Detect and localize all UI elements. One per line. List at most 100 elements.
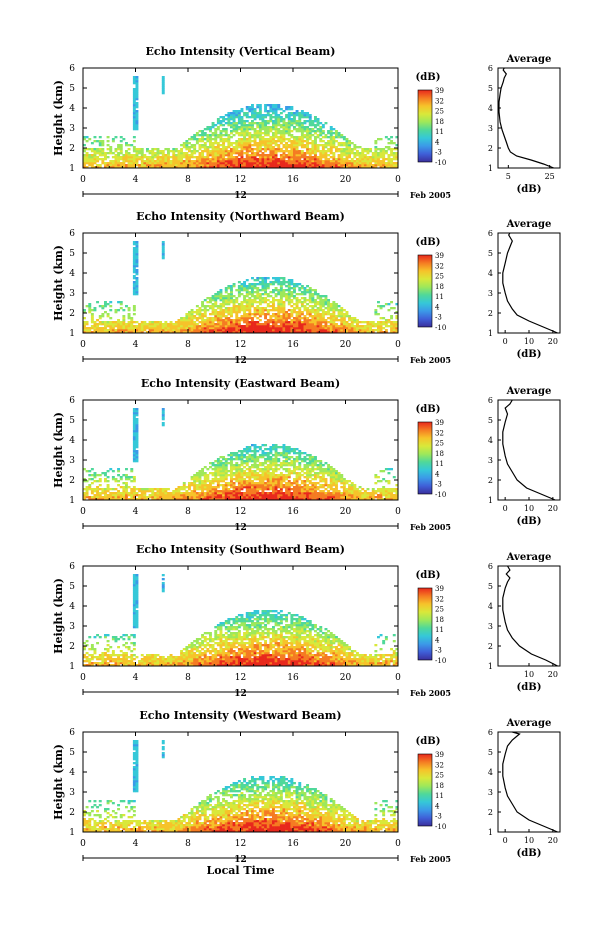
heatmap-cell: [240, 164, 244, 167]
y-tick-label: 4: [69, 269, 75, 279]
heatmap-cell: [274, 148, 278, 151]
heatmap-cell: [211, 162, 215, 165]
heatmap-cell: [266, 492, 270, 495]
heatmap-cell: [290, 148, 294, 151]
heatmap-cell: [306, 325, 310, 328]
heatmap-cell: [198, 325, 202, 328]
heatmap-cell: [193, 476, 197, 479]
heatmap-cell: [161, 92, 165, 95]
heatmap-cell: [382, 162, 386, 165]
heatmap-cell: [269, 283, 273, 286]
heatmap-cell: [290, 112, 294, 115]
heatmap-cell: [248, 490, 252, 493]
heatmap-cell: [316, 166, 320, 169]
heatmap-cell: [232, 466, 236, 469]
heatmap-cell: [300, 482, 304, 485]
heatmap-cell: [83, 158, 86, 161]
heatmap-cell: [311, 317, 315, 320]
heatmap-cell: [311, 301, 315, 304]
heatmap-cell: [327, 142, 331, 145]
heatmap-cell: [206, 317, 210, 320]
heatmap-cell: [211, 482, 215, 485]
heatmap-cell: [266, 488, 270, 491]
heatmap-cell: [311, 460, 315, 463]
heatmap-cell: [135, 325, 139, 328]
heatmap-cell: [235, 329, 239, 332]
heatmap-cell: [258, 154, 262, 157]
heatmap-cell: [214, 138, 218, 141]
heatmap-cell: [277, 136, 281, 139]
heatmap-cell: [156, 490, 160, 493]
heatmap-cell: [303, 486, 307, 489]
heatmap-cell: [237, 154, 241, 157]
heatmap-cell: [240, 309, 244, 312]
heatmap-cell: [224, 315, 228, 318]
heatmap-cell: [356, 323, 359, 326]
heatmap-cell: [216, 480, 220, 483]
heatmap-cell: [258, 156, 262, 159]
heatmap-cell: [319, 156, 323, 159]
heatmap-cell: [274, 142, 278, 145]
heatmap-cell: [219, 130, 223, 133]
heatmap-cell: [345, 148, 349, 151]
heatmap-cell: [287, 458, 291, 461]
heatmap-cell: [293, 144, 296, 147]
heatmap-cell: [324, 468, 328, 471]
heatmap-cell: [161, 498, 165, 501]
heatmap-cell: [248, 478, 252, 481]
heatmap-cell: [261, 116, 265, 119]
heatmap-cell: [216, 293, 220, 296]
heatmap-cell: [98, 321, 102, 324]
heatmap-cell: [264, 166, 268, 169]
heatmap-cell: [314, 331, 317, 334]
heatmap-cell: [298, 126, 302, 129]
heatmap-cell: [101, 492, 105, 495]
heatmap-cell: [230, 468, 233, 471]
heatmap-cell: [295, 160, 299, 163]
heatmap-cell: [251, 152, 254, 155]
heatmap-cell: [264, 126, 268, 129]
heatmap-cell: [258, 307, 262, 310]
heatmap-cell: [195, 158, 199, 161]
heatmap-cell: [132, 94, 136, 97]
heatmap-cell: [230, 148, 233, 151]
y-tick-label: 6: [69, 64, 75, 74]
heatmap-cell: [293, 325, 296, 328]
heatmap-cell: [253, 140, 257, 143]
heatmap-cell: [285, 128, 289, 131]
heatmap-cell: [279, 480, 283, 483]
heatmap-cell: [371, 166, 375, 169]
heatmap-cell: [114, 162, 118, 165]
heatmap-cell: [311, 488, 315, 491]
heatmap-cell: [117, 148, 121, 151]
heatmap-cell: [285, 160, 289, 163]
heatmap-cell: [345, 142, 349, 145]
heatmap-cell: [308, 150, 312, 153]
heatmap-cell: [321, 136, 325, 139]
heatmap-cell: [382, 150, 386, 153]
heatmap-cell: [264, 468, 268, 471]
heatmap-cell: [253, 110, 257, 113]
heatmap-cell: [342, 142, 346, 145]
heatmap-cell: [106, 321, 110, 324]
heatmap-cell: [342, 148, 346, 151]
heatmap-cell: [240, 329, 244, 332]
heatmap-cell: [379, 321, 383, 324]
avg-title: Average: [506, 219, 552, 230]
heatmap-cell: [214, 319, 218, 322]
heatmap-cell: [308, 327, 312, 330]
heatmap-cell: [232, 484, 236, 487]
heatmap-cell: [269, 460, 273, 463]
heatmap-cell: [203, 164, 207, 167]
heatmap-cell: [377, 327, 380, 330]
heatmap-cell: [266, 448, 270, 451]
heatmap-cell: [177, 150, 181, 153]
heatmap-cell: [264, 460, 268, 463]
heatmap-cell: [253, 492, 257, 495]
heatmap-cell: [293, 464, 296, 467]
heatmap-cell: [311, 498, 315, 501]
heatmap-cell: [96, 490, 100, 493]
heatmap-cell: [85, 152, 89, 155]
heatmap-cell: [266, 464, 270, 467]
heatmap-cell: [132, 446, 136, 449]
